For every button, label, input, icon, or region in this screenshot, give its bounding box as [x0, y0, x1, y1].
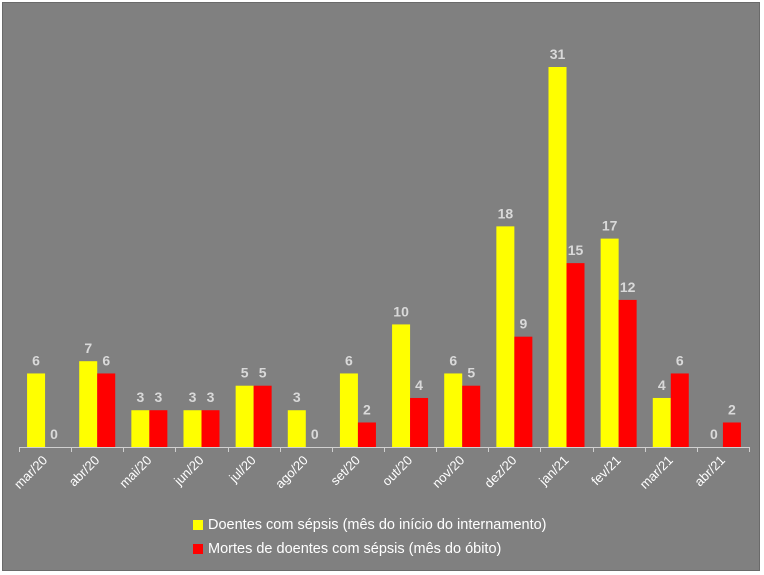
- data-label: 6: [32, 352, 40, 368]
- data-label: 15: [568, 242, 584, 258]
- data-label: 6: [676, 352, 684, 368]
- bar-mortes: [462, 385, 481, 447]
- bar-mortes: [670, 373, 689, 447]
- bar-mortes: [722, 422, 741, 447]
- bar-mortes: [357, 422, 376, 447]
- bar-doentes: [183, 410, 202, 447]
- bar-doentes: [496, 226, 515, 447]
- data-label: 31: [550, 46, 566, 62]
- x-tick-label: jan/21: [535, 453, 571, 489]
- bar-mortes: [253, 385, 272, 447]
- data-label: 3: [136, 389, 144, 405]
- data-label: 0: [710, 426, 718, 442]
- x-tick-label: mar/20: [11, 453, 50, 492]
- data-label: 6: [102, 352, 110, 368]
- data-label: 4: [658, 377, 666, 393]
- x-tick-label: mai/20: [116, 453, 154, 491]
- bar-doentes: [287, 410, 306, 447]
- bar-doentes: [27, 373, 46, 447]
- bar-doentes: [548, 67, 567, 447]
- x-tick-label: out/20: [379, 453, 415, 489]
- data-label: 5: [467, 365, 475, 381]
- bar-doentes: [392, 324, 411, 447]
- x-tick-label: dez/20: [481, 453, 519, 491]
- data-label: 3: [293, 389, 301, 405]
- bar-mortes: [566, 263, 585, 447]
- data-label: 10: [393, 303, 409, 319]
- data-label: 6: [449, 352, 457, 368]
- x-tick-label: fev/21: [588, 453, 624, 489]
- data-label: 4: [415, 377, 423, 393]
- legend-entry-doentes: Doentes com sépsis (mês do início do int…: [193, 513, 547, 537]
- x-tick-label: ago/20: [272, 453, 311, 492]
- x-tick-label: jul/20: [225, 453, 258, 486]
- bar-doentes: [652, 397, 671, 447]
- data-label: 3: [189, 389, 197, 405]
- data-label: 9: [519, 316, 527, 332]
- x-tick-label: nov/20: [429, 453, 467, 491]
- legend-label-doentes: Doentes com sépsis (mês do início do int…: [208, 517, 547, 533]
- data-label: 17: [602, 218, 618, 234]
- x-tick-label: abr/21: [691, 453, 728, 490]
- bar-mortes: [97, 373, 116, 447]
- x-tick-label: set/20: [327, 453, 363, 489]
- data-label: 5: [259, 365, 267, 381]
- bar-mortes: [514, 336, 533, 447]
- bar-mortes: [201, 410, 220, 447]
- bar-mortes: [410, 397, 429, 447]
- x-tick-label: abr/20: [66, 453, 103, 490]
- legend-label-mortes: Mortes de doentes com sépsis (mês do óbi…: [208, 541, 502, 557]
- bar-doentes: [235, 385, 254, 447]
- legend-swatch-mortes: [193, 544, 203, 554]
- data-label: 6: [345, 352, 353, 368]
- data-label: 3: [154, 389, 162, 405]
- bar-mortes: [149, 410, 168, 447]
- data-label: 7: [84, 340, 92, 356]
- data-label: 5: [241, 365, 249, 381]
- bar-doentes: [600, 238, 619, 447]
- data-label: 12: [620, 279, 636, 295]
- bar-doentes: [79, 361, 98, 447]
- data-label: 18: [498, 205, 514, 221]
- bar-mortes: [618, 299, 637, 447]
- bar-doentes: [131, 410, 150, 447]
- data-label: 0: [50, 426, 58, 442]
- x-tick-label: jun/20: [170, 453, 206, 489]
- data-label: 3: [207, 389, 215, 405]
- bar-doentes: [339, 373, 358, 447]
- data-label: 0: [311, 426, 319, 442]
- data-label: 2: [363, 401, 371, 417]
- x-tick-label: mar/21: [637, 453, 676, 492]
- bar-doentes: [444, 373, 463, 447]
- legend-swatch-doentes: [193, 520, 203, 530]
- legend-entry-mortes: Mortes de doentes com sépsis (mês do óbi…: [193, 537, 547, 561]
- data-label: 2: [728, 401, 736, 417]
- legend: Doentes com sépsis (mês do início do int…: [193, 513, 547, 561]
